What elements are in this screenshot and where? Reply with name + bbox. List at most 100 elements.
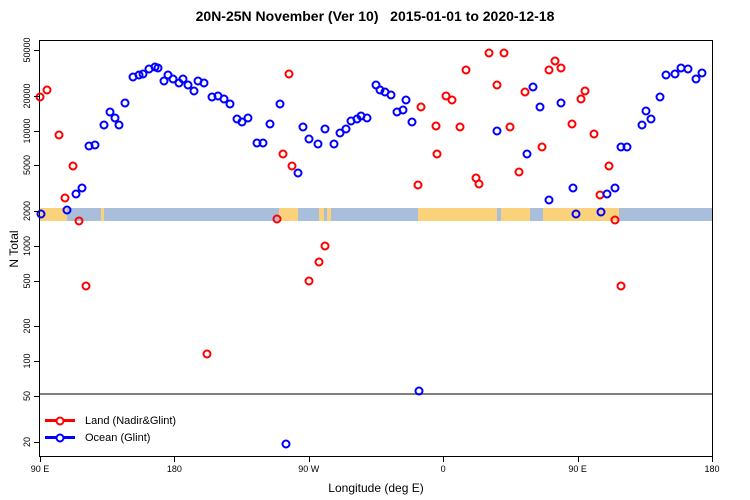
y-axis-tick [34,361,39,363]
data-point [54,130,64,140]
land-segment [417,207,497,221]
data-point [413,180,423,190]
data-point [505,122,515,132]
page-title: 20N-25N November (Ver 10) 2015-01-01 to … [195,8,555,24]
x-axis-tick-label: 90 W [298,464,320,474]
data-point [550,56,560,66]
x-axis-tick [443,457,445,462]
y-axis-tick [34,395,39,397]
x-axis-tick [40,457,41,462]
y-axis-tick [34,50,39,52]
y-axis-tick [34,211,39,213]
data-point [556,63,566,73]
data-point [320,241,330,251]
y-axis-tick-label: 10000 [22,118,32,144]
x-axis-tick-label: 0 [440,464,446,474]
data-point [535,102,545,112]
legend-label: Land (Nadir&Glint) [85,414,177,427]
data-point [199,78,209,88]
data-point [272,214,282,224]
data-point [432,149,442,159]
data-point [691,74,701,84]
data-point [314,257,324,267]
y-axis-tick [34,280,39,282]
land-segment [40,207,67,221]
data-point [474,179,484,189]
data-point [329,139,339,149]
y-axis-tick-label: 5000 [22,155,32,176]
data-point [528,82,538,92]
data-point [571,209,581,219]
data-point [414,386,424,396]
data-point [641,106,651,116]
data-point [265,119,275,129]
land-segment [319,207,324,221]
data-point [484,48,494,58]
data-point [492,80,502,90]
y-axis-tick-label: 500 [22,273,32,289]
y-axis-tick-label: 50000 [22,37,32,63]
data-point [447,95,457,105]
x-axis-tick [577,457,579,462]
data-point [580,86,590,96]
data-point [661,70,671,80]
y-axis-tick [34,245,39,247]
data-point [416,102,426,112]
data-point [610,215,620,225]
data-point [243,113,253,123]
y-axis-tick-label: 1000 [22,235,32,256]
x-axis-tick-label: 180 [704,464,720,474]
data-point [77,183,87,193]
data-point [604,161,614,171]
data-point [544,195,554,205]
data-point [120,98,130,108]
data-point [637,120,647,130]
land-segment [278,207,299,221]
data-point [258,138,267,148]
data-point [522,149,532,159]
data-point [304,276,314,286]
data-point [567,119,577,129]
data-point [74,216,84,226]
data-point [90,140,100,150]
data-point [183,80,193,90]
y-axis-tick [34,165,39,167]
data-point [36,209,46,219]
data-point [281,439,291,449]
data-point [401,95,411,105]
data-point [537,142,547,152]
data-point [646,114,656,124]
legend-marker-icon [55,433,65,442]
reference-line [40,392,712,395]
data-point [313,139,323,149]
data-point [568,183,578,193]
x-axis-tick [308,457,310,462]
y-axis-tick-label: 2000 [22,201,32,222]
data-point [602,189,612,199]
y-axis-tick-label: 20000 [22,83,32,109]
data-point [138,69,148,79]
y-axis-tick [34,326,39,328]
y-axis-tick [34,130,39,132]
data-point [544,65,554,75]
land-segment [543,207,620,221]
data-point [341,124,351,134]
data-point [520,87,530,97]
x-axis-tick-label: 90 E [30,464,50,474]
data-point [398,105,408,115]
data-point [407,117,417,127]
x-axis-tick-label: 180 [166,464,182,474]
y-axis-tick-label: 20 [22,436,32,447]
data-point [455,122,465,132]
legend-line [45,416,75,425]
data-point [219,94,229,104]
data-point [596,207,606,217]
data-point [362,113,372,123]
data-point [35,92,45,102]
data-point [499,48,509,58]
data-point [683,64,693,74]
data-point [616,281,626,291]
data-point [225,99,235,109]
plot-area: N Total Longitude (deg E) 20 50 100 200 500 1… [7,38,720,495]
